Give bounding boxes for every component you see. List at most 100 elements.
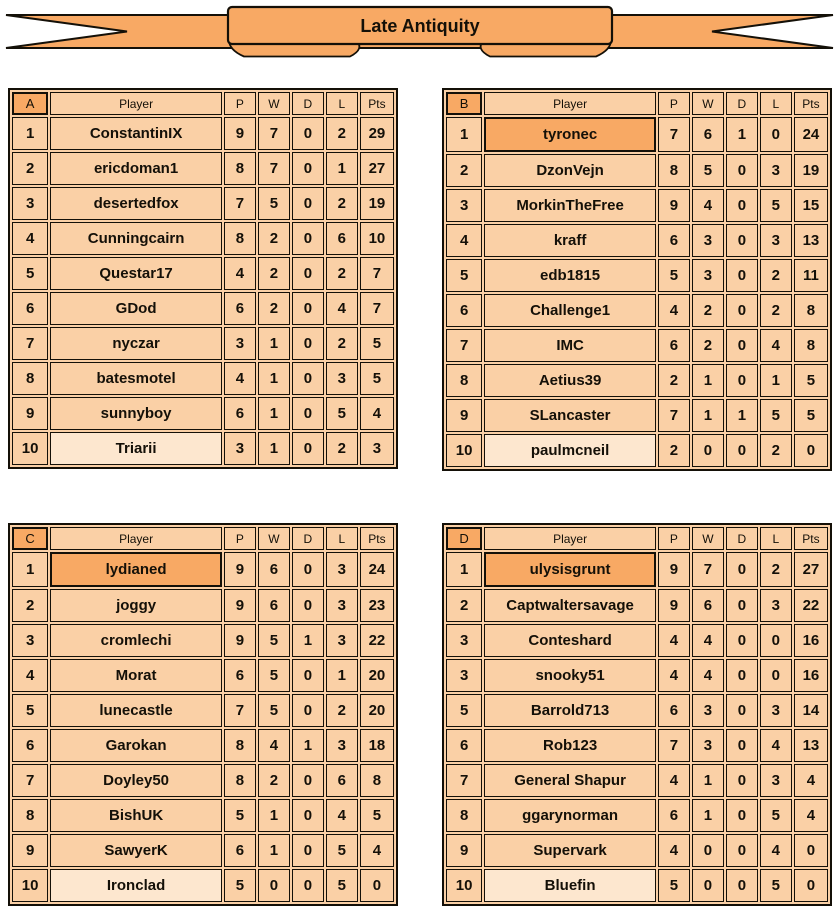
stat-d-cell: 0 [291, 327, 324, 360]
stat-pts-cell: 15 [793, 189, 828, 222]
stat-d-cell: 1 [291, 624, 324, 657]
stat-w-cell: 5 [257, 659, 290, 692]
table-row: 8 Aetius39 2 1 0 1 5 [446, 364, 828, 397]
stat-p-cell: 4 [657, 834, 690, 867]
player-cell: MorkinTheFree [484, 189, 656, 222]
stat-w-cell: 7 [257, 152, 290, 185]
rank-cell: 2 [12, 589, 49, 622]
stat-d-cell: 0 [725, 259, 758, 292]
table-row: 2 joggy 9 6 0 3 23 [12, 589, 394, 622]
stat-d-cell: 0 [291, 589, 324, 622]
table-row: 1 tyronec 7 6 1 0 24 [446, 117, 828, 152]
table-row: 10 Bluefin 5 0 0 5 0 [446, 869, 828, 902]
stat-d-cell: 0 [291, 187, 324, 220]
rank-cell: 9 [12, 397, 49, 430]
rank-cell: 5 [446, 694, 483, 727]
rank-cell: 10 [12, 432, 49, 465]
stat-w-cell: 0 [257, 869, 290, 902]
player-cell: General Shapur [484, 764, 656, 797]
stat-p-cell: 6 [657, 694, 690, 727]
player-cell: Captwaltersavage [484, 589, 656, 622]
stat-l-cell: 4 [759, 329, 792, 362]
stat-p-cell: 5 [657, 259, 690, 292]
stat-l-cell: 0 [759, 659, 792, 692]
stat-w-cell: 1 [257, 362, 290, 395]
table-row: 7 nyczar 3 1 0 2 5 [12, 327, 394, 360]
col-header-pts: Pts [359, 92, 394, 115]
stat-l-cell: 2 [325, 432, 358, 465]
table-row: 8 ggarynorman 6 1 0 5 4 [446, 799, 828, 832]
stat-p-cell: 6 [657, 329, 690, 362]
player-cell: Cunningcairn [50, 222, 222, 255]
stat-pts-cell: 5 [359, 799, 394, 832]
stat-pts-cell: 22 [793, 589, 828, 622]
stat-pts-cell: 8 [359, 764, 394, 797]
stat-d-cell: 0 [291, 152, 324, 185]
header-row: C Player P W D L Pts [12, 527, 394, 550]
rank-cell: 10 [12, 869, 49, 902]
table-row: 4 Cunningcairn 8 2 0 6 10 [12, 222, 394, 255]
rank-cell: 1 [12, 552, 49, 587]
stat-pts-cell: 4 [793, 799, 828, 832]
stat-w-cell: 1 [691, 764, 724, 797]
stat-d-cell: 0 [291, 362, 324, 395]
stat-l-cell: 1 [325, 659, 358, 692]
stat-l-cell: 4 [759, 729, 792, 762]
stat-pts-cell: 29 [359, 117, 394, 150]
stat-p-cell: 4 [657, 624, 690, 657]
stat-d-cell: 0 [725, 694, 758, 727]
stat-p-cell: 6 [223, 397, 256, 430]
col-header-p: P [657, 527, 690, 550]
player-cell: Conteshard [484, 624, 656, 657]
stat-pts-cell: 11 [793, 259, 828, 292]
stat-d-cell: 0 [291, 117, 324, 150]
stat-p-cell: 9 [657, 589, 690, 622]
stat-pts-cell: 13 [793, 729, 828, 762]
stat-l-cell: 4 [325, 799, 358, 832]
stat-l-cell: 0 [759, 117, 792, 152]
ribbon-banner: Late Antiquity [0, 0, 839, 62]
player-cell: nyczar [50, 327, 222, 360]
player-cell: ggarynorman [484, 799, 656, 832]
table-row: 6 Garokan 8 4 1 3 18 [12, 729, 394, 762]
col-header-w: W [691, 527, 724, 550]
table-row: 6 GDod 6 2 0 4 7 [12, 292, 394, 325]
stat-d-cell: 0 [725, 659, 758, 692]
stat-w-cell: 5 [257, 624, 290, 657]
stat-w-cell: 4 [691, 624, 724, 657]
stat-w-cell: 1 [257, 397, 290, 430]
stat-p-cell: 7 [657, 399, 690, 432]
stat-p-cell: 2 [657, 364, 690, 397]
rank-cell: 10 [446, 434, 483, 467]
player-cell: ConstantinIX [50, 117, 222, 150]
table-row: 3 cromlechi 9 5 1 3 22 [12, 624, 394, 657]
player-cell: Questar17 [50, 257, 222, 290]
stat-l-cell: 2 [325, 117, 358, 150]
stat-d-cell: 0 [725, 869, 758, 902]
table-row: 3 MorkinTheFree 9 4 0 5 15 [446, 189, 828, 222]
stat-l-cell: 2 [759, 434, 792, 467]
stat-p-cell: 5 [223, 799, 256, 832]
stat-p-cell: 5 [657, 869, 690, 902]
stat-l-cell: 3 [759, 154, 792, 187]
stat-l-cell: 3 [759, 224, 792, 257]
stat-pts-cell: 27 [793, 552, 828, 587]
stat-pts-cell: 20 [359, 694, 394, 727]
group-b-table: B Player P W D L Pts 1 tyronec 7 6 1 0 24 2 Dzon… [442, 88, 832, 471]
player-cell: Aetius39 [484, 364, 656, 397]
stat-pts-cell: 22 [359, 624, 394, 657]
col-header-w: W [257, 92, 290, 115]
stat-l-cell: 3 [325, 589, 358, 622]
stat-p-cell: 9 [223, 589, 256, 622]
stat-p-cell: 8 [657, 154, 690, 187]
col-header-l: L [759, 527, 792, 550]
stat-w-cell: 2 [691, 329, 724, 362]
table-row: 10 paulmcneil 2 0 0 2 0 [446, 434, 828, 467]
stat-pts-cell: 8 [793, 294, 828, 327]
stat-w-cell: 2 [257, 257, 290, 290]
table-row: 9 Supervark 4 0 0 4 0 [446, 834, 828, 867]
header-row: B Player P W D L Pts [446, 92, 828, 115]
header-row: D Player P W D L Pts [446, 527, 828, 550]
stat-w-cell: 0 [691, 434, 724, 467]
player-cell: desertedfox [50, 187, 222, 220]
